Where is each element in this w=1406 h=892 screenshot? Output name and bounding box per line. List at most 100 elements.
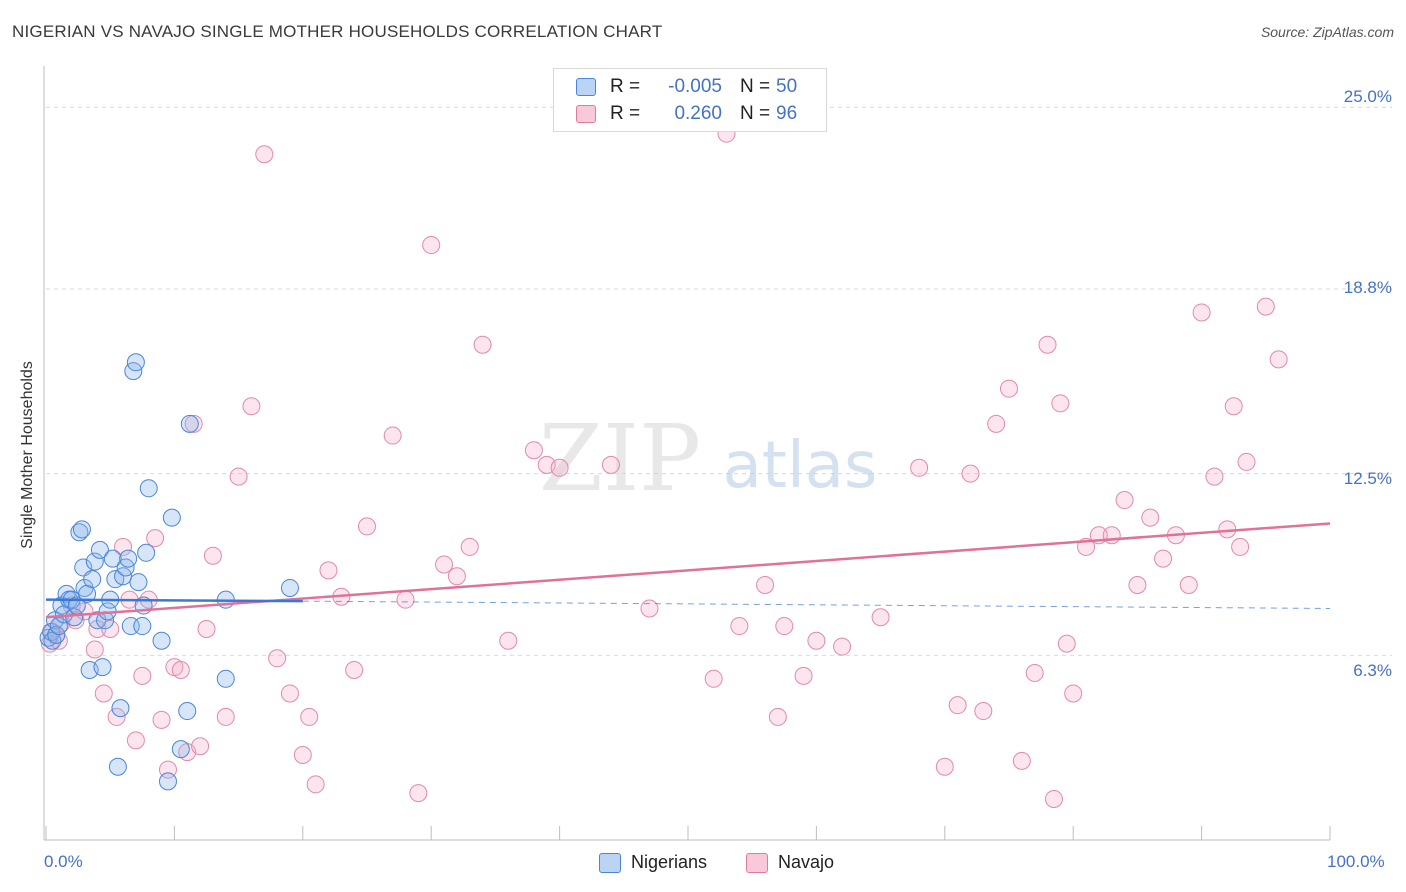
navajo-point bbox=[794, 666, 813, 685]
navajo-point bbox=[171, 661, 190, 680]
nigerians-point bbox=[216, 669, 235, 688]
navajo-point bbox=[1179, 576, 1198, 595]
navajo-point bbox=[422, 236, 441, 255]
navajo-point bbox=[280, 684, 299, 703]
navajo-point bbox=[242, 397, 261, 416]
navajo-point bbox=[640, 599, 659, 618]
nigerians-point bbox=[178, 702, 197, 721]
legend-swatch-navajo bbox=[746, 852, 768, 873]
nigerians-point bbox=[93, 658, 112, 677]
navajo-point bbox=[704, 669, 723, 688]
navajo-point bbox=[1269, 350, 1288, 369]
y-tick-label: 12.5% bbox=[1343, 469, 1392, 488]
legend-row-navajo: R = 0.260 N = 96 bbox=[576, 102, 797, 126]
navajo-point bbox=[293, 746, 312, 765]
axes bbox=[43, 66, 1331, 841]
nigerians-trend-extension bbox=[302, 600, 1331, 609]
navajo-point bbox=[756, 576, 775, 595]
nigerians-point bbox=[72, 520, 91, 539]
navajo-point bbox=[1231, 537, 1250, 556]
navajo-point bbox=[473, 335, 492, 354]
navajo-point bbox=[203, 546, 222, 565]
navajo-point bbox=[306, 775, 325, 794]
nigerians-point bbox=[280, 578, 299, 597]
nigerians-point bbox=[108, 757, 127, 776]
legend-swatch-nigerians bbox=[599, 852, 621, 873]
navajo-point bbox=[524, 441, 543, 460]
navajo-point bbox=[358, 517, 376, 536]
navajo-point bbox=[1025, 663, 1044, 682]
legend-r-value: -0.005 bbox=[668, 76, 722, 97]
navajo-point bbox=[197, 619, 216, 638]
y-axis-label: Single Mother Households bbox=[19, 361, 36, 549]
legend-label-navajo: Navajo bbox=[778, 852, 835, 872]
navajo-point bbox=[961, 464, 980, 483]
navajo-point bbox=[1044, 789, 1063, 808]
x-tick-label-max: 100.0% bbox=[1327, 852, 1385, 871]
gridlines bbox=[46, 106, 1392, 656]
navajo-point bbox=[550, 458, 569, 477]
nigerians-point bbox=[152, 631, 171, 650]
nigerians-point bbox=[85, 552, 104, 571]
navajo-point bbox=[345, 661, 364, 680]
x-tick-label-min: 0.0% bbox=[44, 852, 83, 871]
legend-swatch-nigerians bbox=[576, 78, 596, 96]
y-tick-label: 6.3% bbox=[1353, 661, 1392, 680]
navajo-point bbox=[229, 467, 248, 486]
legend-n-value: 50 bbox=[776, 76, 798, 97]
navajo-point bbox=[460, 537, 479, 556]
nigerians-trend-line bbox=[45, 598, 303, 603]
navajo-point bbox=[152, 710, 171, 729]
navajo-point bbox=[974, 702, 993, 721]
legend-r-label: R = bbox=[610, 103, 641, 124]
navajo-point bbox=[807, 631, 826, 650]
navajo-point bbox=[85, 640, 104, 659]
correlation-legend: R = -0.005 N = 50 R = 0.260 N = 96 bbox=[553, 68, 827, 132]
navajo-point bbox=[268, 649, 287, 668]
y-tick-label: 18.8% bbox=[1343, 278, 1392, 297]
nigerians-point bbox=[119, 549, 138, 568]
navajo-point bbox=[935, 757, 954, 776]
navajo-point bbox=[191, 737, 210, 756]
trend-lines bbox=[45, 522, 1331, 619]
nigerians-point bbox=[126, 353, 145, 372]
navajo-point bbox=[255, 145, 274, 164]
navajo-point bbox=[396, 590, 415, 609]
navajo-point bbox=[499, 631, 518, 650]
legend-label-nigerians: Nigerians bbox=[631, 852, 708, 872]
navajo-point bbox=[775, 617, 794, 636]
legend-item-navajo[interactable]: Navajo bbox=[746, 852, 834, 873]
navajo-trend-line bbox=[45, 522, 1331, 619]
navajo-point bbox=[1192, 303, 1211, 322]
watermark-atlas: atlas bbox=[723, 429, 878, 503]
navajo-point bbox=[1102, 526, 1121, 545]
legend-item-nigerians[interactable]: Nigerians bbox=[599, 852, 707, 873]
nigerians-point bbox=[83, 570, 102, 589]
navajo-point bbox=[107, 707, 126, 726]
navajo-point bbox=[1064, 684, 1083, 703]
navajo-point bbox=[409, 784, 428, 803]
navajo-point bbox=[1051, 394, 1070, 413]
navajo-point bbox=[910, 458, 929, 477]
legend-n-value: 96 bbox=[776, 103, 798, 124]
navajo-point bbox=[184, 414, 203, 433]
navajo-point bbox=[871, 608, 890, 627]
chart-title: NIGERIAN VS NAVAJO SINGLE MOTHER HOUSEHO… bbox=[12, 22, 663, 41]
nigerians-point bbox=[137, 543, 156, 562]
navajo-point bbox=[447, 567, 466, 586]
series-legend: Nigerians Navajo bbox=[0, 852, 1406, 878]
navajo-point bbox=[300, 707, 319, 726]
legend-r-label: R = bbox=[610, 76, 641, 97]
legend-row-nigerians: R = -0.005 N = 50 bbox=[576, 75, 797, 99]
navajo-point bbox=[101, 619, 120, 638]
navajo-point bbox=[833, 637, 852, 656]
nigerians-point bbox=[111, 699, 130, 718]
navajo-point bbox=[383, 426, 402, 445]
navajo-point bbox=[1154, 549, 1173, 568]
nigerians-point bbox=[180, 414, 199, 433]
nigerians-point bbox=[133, 617, 152, 636]
navajo-point bbox=[730, 617, 749, 636]
nigerians-point bbox=[65, 608, 84, 627]
navajo-point bbox=[133, 666, 152, 685]
navajo-point bbox=[1237, 452, 1256, 471]
